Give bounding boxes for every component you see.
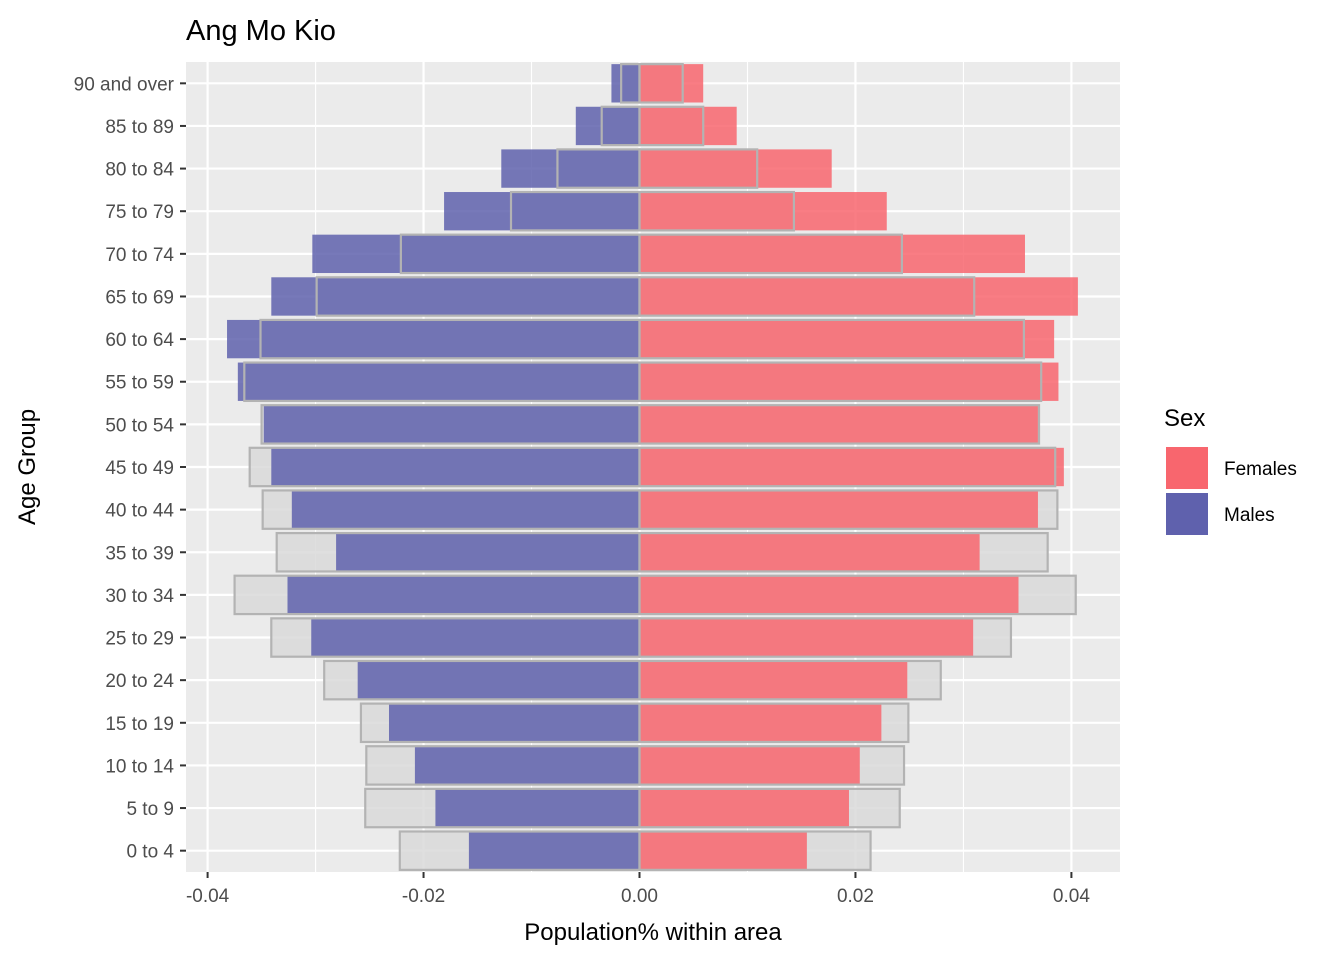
legend-key-males [1166, 493, 1208, 535]
comparison-outline-male [323, 659, 641, 701]
y-tick-label: 90 and over [74, 74, 175, 95]
comparison-outline-male [248, 446, 641, 488]
x-axis-title: Population% within area [524, 919, 782, 946]
bar-females [639, 234, 1025, 274]
bar-males [287, 575, 640, 615]
x-tick-label: 0.00 [621, 886, 658, 907]
bar-females [639, 447, 1064, 487]
bar-males [291, 490, 640, 529]
y-tick-label: 65 to 69 [105, 287, 174, 308]
bar-males [357, 660, 640, 700]
y-tick-label: 80 to 84 [105, 160, 174, 181]
bar-females [639, 192, 887, 231]
comparison-outline-male [315, 276, 641, 317]
bar-females [639, 533, 980, 572]
bar-males [414, 746, 640, 785]
bar-males [336, 533, 640, 572]
legend: Sex Females Males [1164, 405, 1297, 535]
y-tick-label: 55 to 59 [105, 373, 174, 394]
x-tick-label: -0.02 [402, 886, 445, 907]
bar-males [263, 405, 640, 444]
legend-item-males: Males [1166, 493, 1275, 535]
y-tick-label: 85 to 89 [105, 117, 174, 138]
y-tick-label: 20 to 24 [105, 671, 174, 692]
comparison-outline-male [259, 318, 641, 360]
x-tick-label: 0.04 [1053, 886, 1090, 907]
comparison-outline-male [359, 702, 641, 744]
bar-females [639, 362, 1059, 401]
y-tick-label: 60 to 64 [105, 330, 174, 351]
bar-females [639, 746, 860, 785]
bar-males [271, 277, 640, 316]
bar-males [611, 64, 640, 103]
bar-males [468, 831, 640, 870]
legend-item-females: Females [1166, 447, 1297, 489]
bar-females [639, 405, 1038, 444]
bar-males [312, 234, 640, 274]
bar-females [639, 319, 1055, 359]
legend-title: Sex [1164, 405, 1205, 432]
bar-females [639, 149, 832, 188]
bar-females [639, 831, 807, 870]
comparison-outline-male [243, 361, 641, 403]
bar-males [575, 106, 640, 146]
comparison-outline-male [260, 404, 641, 445]
bar-females [639, 660, 908, 700]
bar-males [311, 618, 640, 657]
y-tick-label: 5 to 9 [126, 799, 174, 820]
population-bars [227, 63, 1078, 871]
bar-females [639, 277, 1078, 316]
y-tick-label: 70 to 74 [105, 245, 174, 266]
comparison-outline-male [509, 190, 641, 232]
bar-females [639, 106, 737, 146]
y-tick-label: 35 to 39 [105, 543, 174, 564]
bar-males [388, 703, 640, 742]
y-tick-label: 45 to 49 [105, 458, 174, 479]
axes: -0.04 -0.02 0.00 0.02 0.04 0 to 4 5 to 9 10 to … [74, 74, 1091, 907]
bar-males [501, 149, 640, 188]
y-tick-label: 10 to 14 [105, 756, 174, 777]
y-tick-label: 15 to 19 [105, 714, 174, 735]
bar-females [639, 618, 974, 657]
comparison-outline-male [233, 574, 641, 616]
bar-males [271, 447, 640, 487]
y-tick-label: 75 to 79 [105, 202, 174, 223]
y-tick-label: 0 to 4 [126, 842, 174, 863]
legend-key-females [1166, 447, 1208, 489]
bar-males [237, 362, 640, 401]
comparison-outline-male [365, 745, 641, 786]
legend-label-females: Females [1224, 459, 1297, 480]
bar-males [444, 192, 640, 231]
bar-females [639, 703, 882, 742]
comparison-outline-male [364, 787, 641, 829]
comparison-outline-male [398, 830, 641, 871]
comparison-outline-male [270, 617, 641, 658]
bar-females [639, 788, 849, 828]
y-tick-label: 50 to 54 [105, 415, 174, 436]
comparison-outline-male [261, 489, 641, 530]
comparison-outline-male [399, 233, 641, 275]
comparison-outline-male [620, 63, 641, 104]
y-axis-title: Age Group [14, 409, 41, 525]
y-tick-label: 25 to 29 [105, 629, 174, 650]
comparison-outline-male [275, 531, 641, 573]
bar-males [435, 788, 640, 828]
bar-females [639, 490, 1038, 529]
chart-title: Ang Mo Kio [186, 15, 336, 47]
comparison-outline-male [556, 148, 641, 189]
y-tick-label: 40 to 44 [105, 501, 174, 522]
x-tick-label: 0.02 [837, 886, 874, 907]
bar-females [639, 575, 1019, 615]
y-tick-label: 30 to 34 [105, 586, 174, 607]
comparison-outline-male [600, 105, 641, 147]
legend-label-males: Males [1224, 505, 1275, 526]
x-tick-label: -0.04 [186, 886, 230, 907]
bar-females [639, 64, 704, 103]
bar-males [227, 319, 640, 359]
